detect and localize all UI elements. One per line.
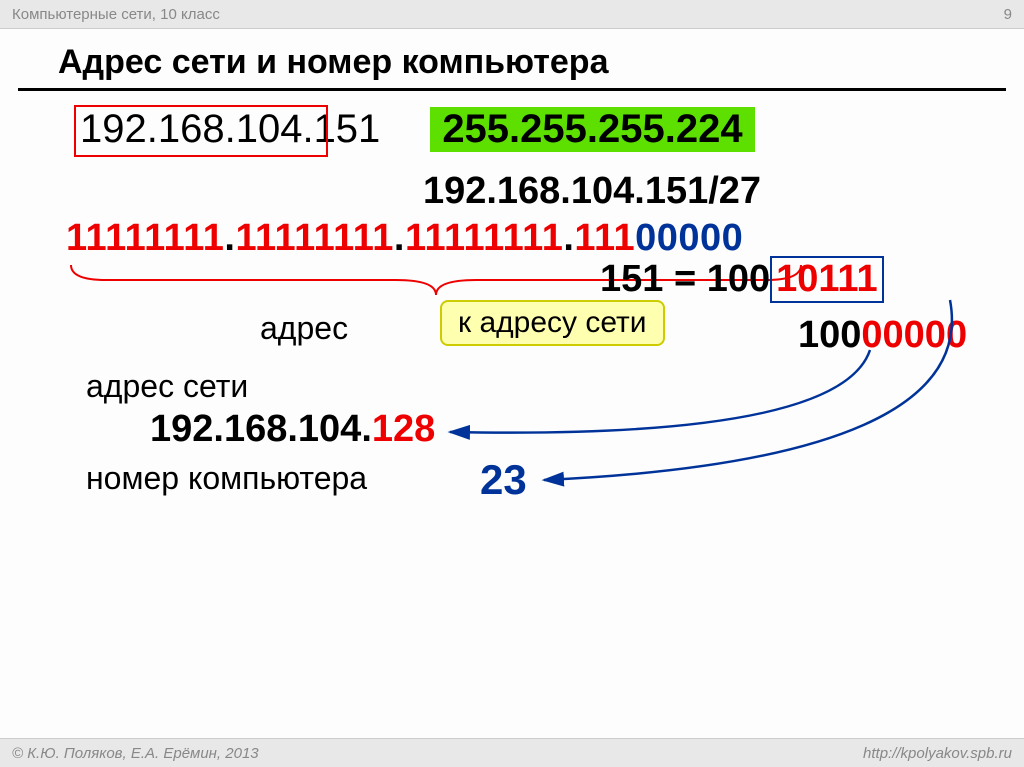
ip-and-mask-row: 192.168.104.151 255.255.255.224: [80, 107, 1024, 152]
network-part-box: [74, 105, 328, 157]
net-host: 128: [372, 408, 435, 450]
mask-octet-3: 11111111: [405, 217, 563, 259]
network-address-label: адрес сети: [86, 368, 248, 405]
mask-octet-1: 11111111: [66, 217, 224, 259]
mask-octet-2: 11111111: [235, 217, 393, 259]
mask-last-ones: 111: [574, 217, 635, 259]
slide-title: Адрес сети и номер компьютера: [18, 29, 1006, 91]
mask-zeros: 00000: [635, 217, 743, 259]
subnet-mask: 255.255.255.224: [430, 107, 754, 152]
brace-label: адрес: [260, 310, 348, 347]
binary-mask: 11111111.11111111.11111111.11100000: [66, 217, 1024, 260]
net-prefix: 192.168.104.: [150, 408, 372, 450]
slide-footer: © К.Ю. Поляков, Е.А. Ерёмин, 2013 http:/…: [0, 738, 1024, 767]
footer-copyright: © К.Ю. Поляков, Е.А. Ерёмин, 2013: [12, 745, 259, 762]
arrow-to-host: [520, 280, 980, 500]
page-number: 9: [1004, 6, 1012, 23]
cidr-notation: 192.168.104.151/27: [160, 170, 1024, 213]
ip-address: 192.168.104.151: [80, 107, 380, 152]
slide-header: Компьютерные сети, 10 класс 9: [0, 0, 1024, 29]
slide-content: 192.168.104.151 255.255.255.224 192.168.…: [0, 107, 1024, 747]
computer-number-label: номер компьютера: [86, 460, 367, 497]
header-left: Компьютерные сети, 10 класс: [12, 6, 220, 23]
footer-url: http://kpolyakov.spb.ru: [863, 745, 1012, 762]
network-address-value: 192.168.104.128: [150, 408, 435, 451]
